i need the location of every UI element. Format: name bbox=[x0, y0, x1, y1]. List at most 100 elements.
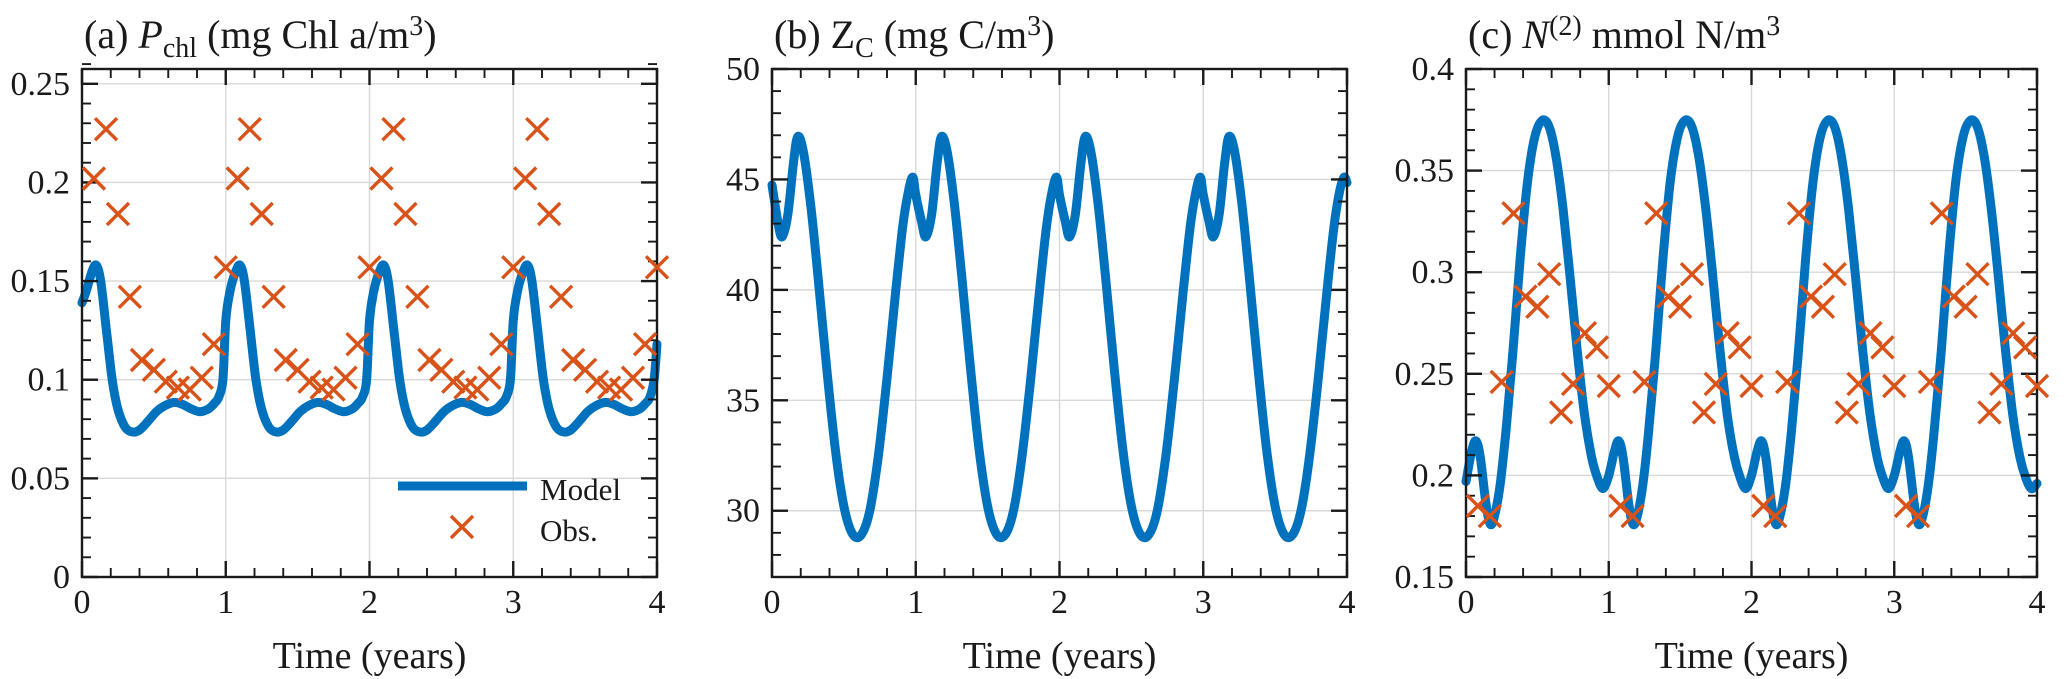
obs-x-marker bbox=[1929, 201, 1954, 226]
y-tick-label: 0.05 bbox=[11, 460, 71, 497]
obs-x-marker bbox=[1846, 371, 1871, 397]
obs-x-marker bbox=[501, 255, 526, 280]
obs-x-marker bbox=[477, 365, 502, 390]
obs-x-marker bbox=[1989, 371, 2014, 397]
obs-x-marker bbox=[1917, 369, 1943, 395]
obs-x-marker bbox=[333, 365, 358, 390]
obs-x-marker bbox=[237, 116, 262, 142]
obs-x-marker bbox=[1501, 201, 1526, 226]
obs-x-marker bbox=[405, 284, 430, 310]
obs-x-marker bbox=[1560, 371, 1586, 397]
obs-x-marker bbox=[1810, 294, 1836, 319]
x-axis-label-c: Time (years) bbox=[1655, 635, 1849, 677]
obs-x-marker bbox=[1774, 369, 1800, 395]
obs-x-marker bbox=[381, 116, 406, 142]
obs-x-marker bbox=[297, 369, 322, 394]
obs-x-marker bbox=[525, 116, 550, 142]
grid-b bbox=[772, 69, 1347, 577]
obs-x-marker bbox=[357, 255, 382, 280]
y-tick-label: 0.35 bbox=[1395, 153, 1455, 190]
obs-x-marker bbox=[261, 284, 286, 310]
obs-x-marker bbox=[1786, 201, 1812, 226]
obs-x-marker bbox=[117, 284, 143, 310]
obs-x-marker bbox=[1822, 262, 1847, 287]
obs-x-marker bbox=[2012, 335, 2038, 360]
x-tick-label: 1 bbox=[907, 584, 924, 621]
x-axis-label-b: Time (years) bbox=[963, 635, 1157, 677]
legend-obs-label: Obs. bbox=[540, 513, 598, 548]
obs-x-marker bbox=[189, 365, 214, 390]
minor-ticks-b bbox=[772, 69, 1347, 578]
obs-x-marker bbox=[1965, 262, 1990, 287]
y-tick-label: 0.1 bbox=[28, 362, 71, 399]
x-tick-label: 3 bbox=[1886, 584, 1903, 621]
panel-a: 0 1 2 3 4 0 0.05 0.1 0.15 0.2 0.25 Time (years) (a) … bbox=[11, 11, 670, 677]
panel-title-a: (a) Pchl (mg Chl a/m3) bbox=[84, 11, 437, 64]
obs-x-marker bbox=[213, 255, 238, 280]
obs-x-marker bbox=[584, 369, 610, 394]
y-tick-label: 0.2 bbox=[28, 164, 71, 201]
tick-labels-c: 0 1 2 3 4 0.15 0.2 0.25 0.3 0.35 0.4 bbox=[1395, 51, 2046, 621]
obs-x-marker bbox=[2024, 373, 2050, 399]
obs-x-marker bbox=[1489, 369, 1514, 395]
obs-x-marker bbox=[1679, 262, 1705, 287]
obs-x-marker bbox=[369, 166, 394, 191]
tick-labels-a: 0 1 2 3 4 0 0.05 0.1 0.15 0.2 0.25 bbox=[11, 66, 666, 621]
obs-x-marker bbox=[1953, 294, 1978, 319]
x-tick-label: 2 bbox=[1051, 584, 1068, 621]
obs-x-marker bbox=[1549, 400, 1574, 425]
obs-x-marker bbox=[93, 116, 119, 142]
minor-ticks-a bbox=[82, 63, 657, 577]
obs-x-marker bbox=[201, 332, 227, 357]
x-tick-label: 0 bbox=[764, 584, 781, 621]
obs-x-marker bbox=[1632, 369, 1657, 395]
obs-x-marker bbox=[153, 369, 179, 394]
obs-x-marker bbox=[1703, 371, 1729, 397]
panel-title-b: (b) ZC (mg C/m3) bbox=[774, 11, 1054, 64]
obs-markers-a bbox=[81, 116, 670, 402]
tick-labels-b: 0 1 2 3 4 30 35 40 45 50 bbox=[726, 51, 1356, 621]
x-tick-label: 2 bbox=[1743, 584, 1760, 621]
obs-x-marker bbox=[548, 284, 574, 310]
obs-x-marker bbox=[620, 365, 646, 390]
obs-x-marker bbox=[1905, 503, 1931, 529]
x-tick-label: 4 bbox=[649, 584, 666, 621]
model-line-a bbox=[77, 260, 662, 437]
y-tick-label: 0.4 bbox=[1412, 51, 1455, 88]
obs-x-marker bbox=[536, 201, 562, 227]
obs-x-marker bbox=[81, 166, 107, 191]
obs-x-marker bbox=[105, 201, 131, 227]
y-tick-label: 0.15 bbox=[11, 263, 71, 300]
legend-obs-x-marker bbox=[449, 514, 475, 540]
panel-title-c: (c) N(2) mmol N/m3 bbox=[1468, 11, 1780, 57]
obs-x-marker bbox=[345, 332, 370, 357]
y-tick-label: 50 bbox=[726, 51, 760, 88]
obs-x-marker bbox=[441, 369, 466, 394]
model-line-b bbox=[767, 131, 1352, 543]
obs-x-marker bbox=[225, 166, 250, 191]
obs-x-marker bbox=[512, 166, 538, 191]
y-tick-label: 0.15 bbox=[1395, 559, 1455, 596]
obs-x-marker bbox=[1977, 400, 2002, 425]
obs-x-marker bbox=[249, 201, 274, 227]
y-tick-label: 35 bbox=[726, 382, 760, 419]
x-tick-label: 0 bbox=[1458, 584, 1475, 621]
x-tick-label: 4 bbox=[1339, 584, 1356, 621]
x-tick-label: 3 bbox=[1195, 584, 1212, 621]
y-tick-label: 0.25 bbox=[1395, 356, 1455, 393]
panel-c: 0 1 2 3 4 0.15 0.2 0.25 0.3 0.35 0.4 Time (years) (c… bbox=[1395, 11, 2050, 677]
obs-x-marker bbox=[1667, 294, 1693, 319]
obs-x-marker bbox=[1727, 335, 1752, 360]
obs-x-marker bbox=[1620, 503, 1645, 529]
x-tick-label: 0 bbox=[74, 584, 91, 621]
y-tick-label: 0.2 bbox=[1412, 457, 1455, 494]
x-tick-label: 1 bbox=[217, 584, 234, 621]
obs-x-marker bbox=[1537, 262, 1562, 287]
x-tick-label: 4 bbox=[2029, 584, 2046, 621]
minor-ticks-c bbox=[1466, 69, 2037, 577]
y-tick-label: 0 bbox=[53, 559, 70, 596]
y-tick-label: 30 bbox=[726, 493, 760, 530]
x-tick-label: 3 bbox=[505, 584, 522, 621]
